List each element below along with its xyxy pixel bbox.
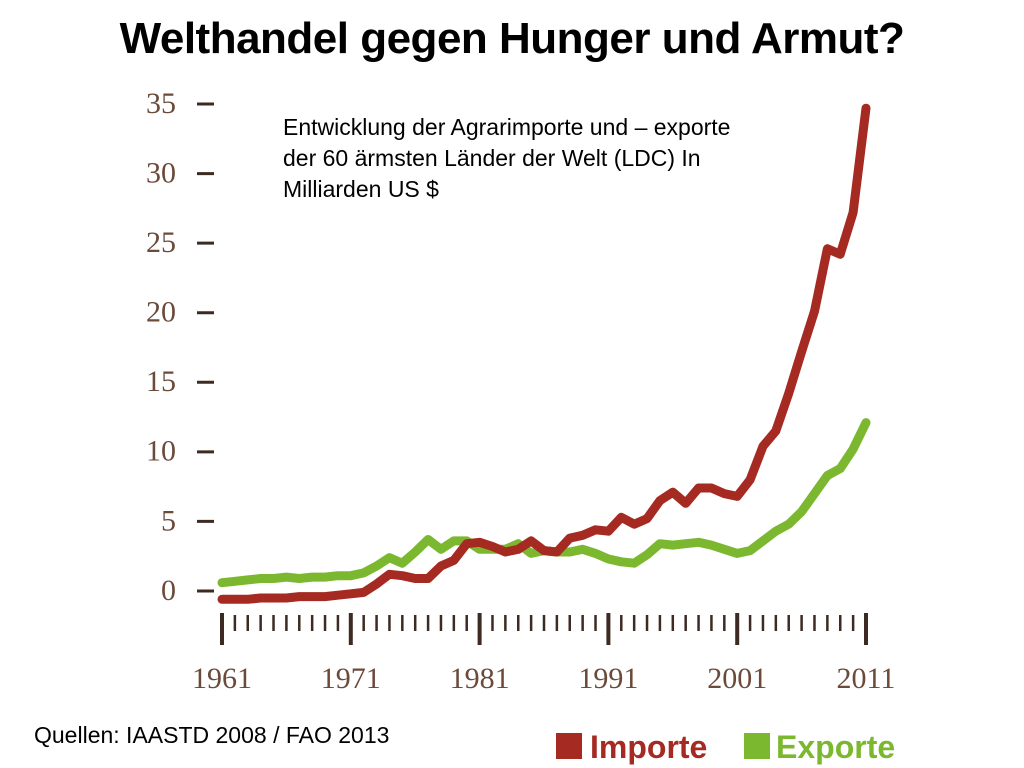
x-tick-label: 1961 [192,662,252,695]
y-axis: 0 5 10 15 20 25 30 35 [146,87,214,607]
y-tick-label: 5 [161,504,176,537]
x-axis: 1961 1971 1981 1991 2001 2011 [192,613,895,695]
source-note: Quellen: IAASTD 2008 / FAO 2013 [34,722,390,748]
x-tick-label: 1971 [321,662,381,695]
series-line-exporte [217,418,871,588]
y-tick-label: 0 [161,574,176,607]
x-tick-label: 1981 [450,662,510,695]
y-tick-label: 15 [146,365,176,398]
y-tick-label: 10 [146,435,176,468]
y-tick-label: 20 [146,296,176,329]
series-lines [217,103,871,604]
legend-swatch-exporte [744,733,770,759]
slide-title: Welthandel gegen Hunger und Armut? [119,14,905,63]
legend-label-exporte: Exporte [776,729,895,765]
x-tick-label: 2001 [707,662,767,695]
series-line-importe [217,103,871,604]
x-tick-label: 1991 [578,662,638,695]
y-tick-label: 35 [146,87,176,120]
legend: Importe Exporte [556,729,895,765]
chart-annotation: Entwicklung der Agrarimporte und – expor… [283,114,731,202]
legend-label-importe: Importe [590,729,707,765]
y-tick-label: 25 [146,226,176,259]
legend-swatch-importe [556,733,582,759]
x-tick-label: 2011 [837,662,896,695]
y-tick-label: 30 [146,156,176,189]
